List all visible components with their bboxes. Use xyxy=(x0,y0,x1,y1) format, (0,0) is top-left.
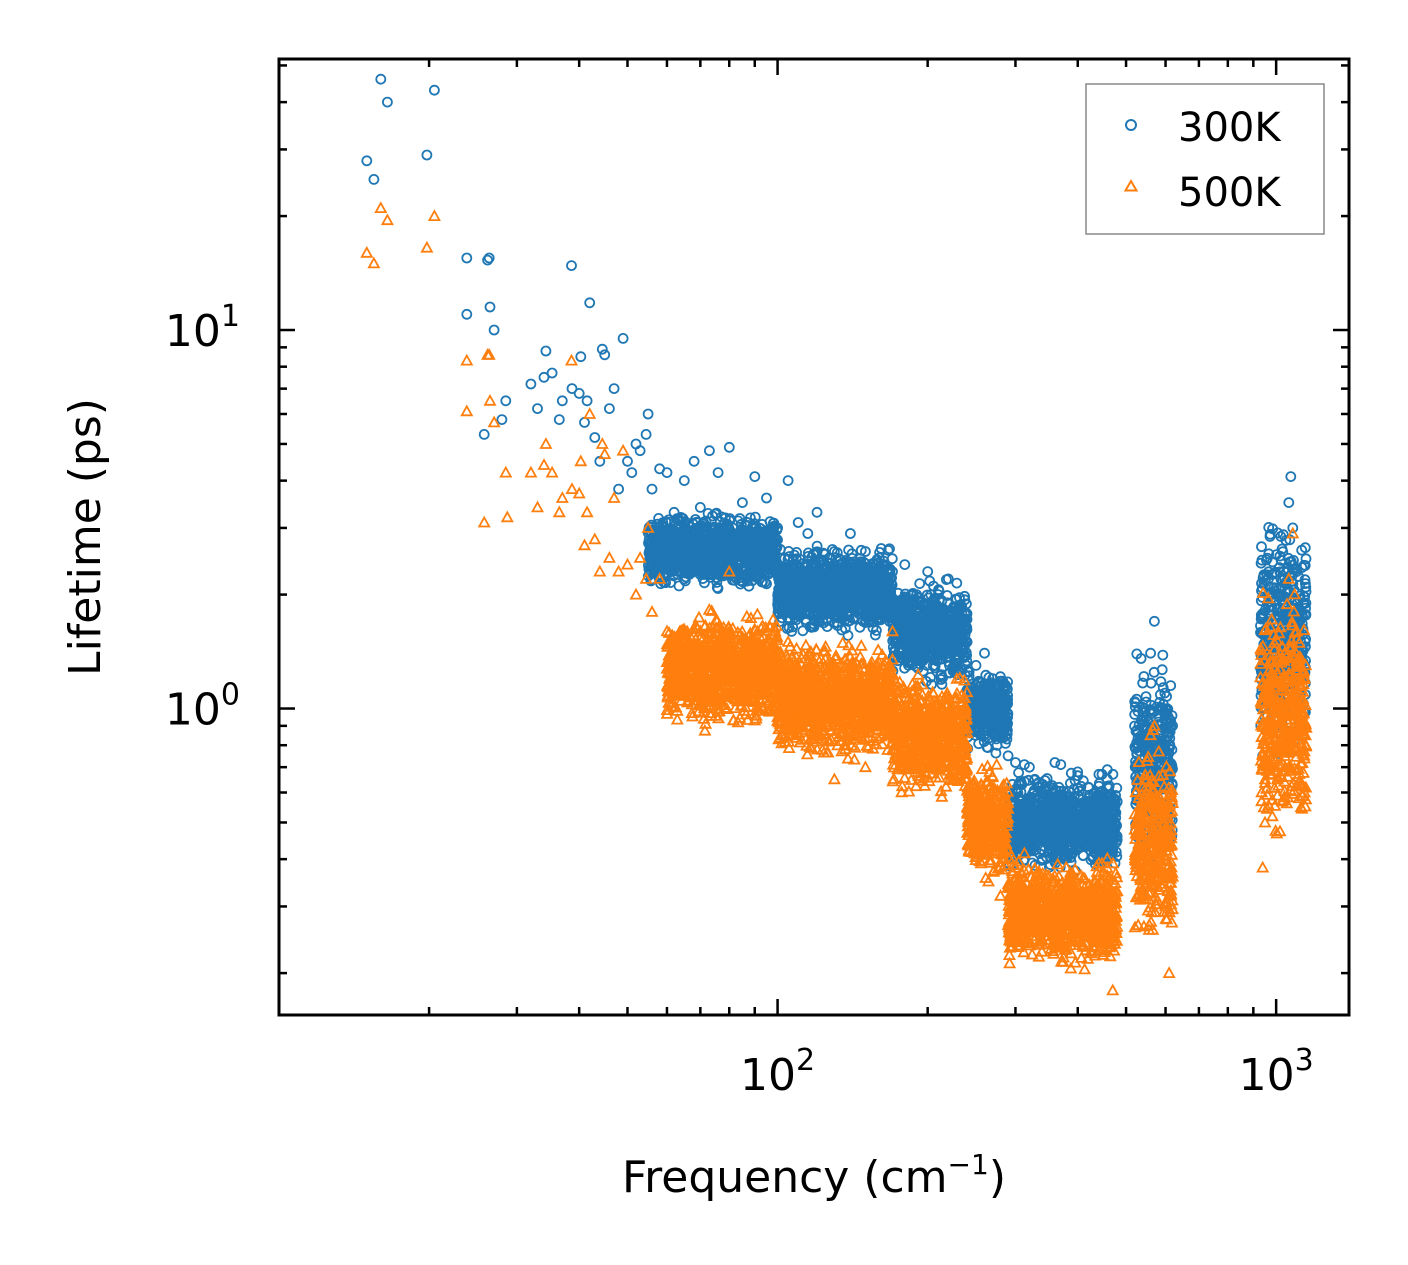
data-point-band xyxy=(720,512,731,524)
data-point-band xyxy=(724,553,736,565)
data-point-band xyxy=(766,549,777,560)
data-point xyxy=(361,155,373,167)
data-point-band xyxy=(674,532,686,544)
data-point-band xyxy=(718,568,730,580)
data-point xyxy=(461,252,473,264)
data-point-band xyxy=(711,507,722,519)
data-point-band xyxy=(649,530,660,542)
data-layer xyxy=(360,73,1313,996)
data-point-band xyxy=(707,562,719,574)
data-point-band xyxy=(668,570,679,582)
data-point-band xyxy=(735,575,746,587)
data-point-band xyxy=(1077,850,1089,861)
data-point-band xyxy=(870,629,881,641)
data-point-band xyxy=(710,508,721,520)
data-point-band xyxy=(645,546,657,558)
data-point-band xyxy=(761,533,773,545)
data-point xyxy=(484,301,496,313)
data-point xyxy=(500,395,512,407)
data-point-band xyxy=(753,555,765,567)
data-point-band xyxy=(665,577,676,588)
data-point-band xyxy=(700,554,711,566)
data-point-band xyxy=(720,520,732,532)
data-point-band xyxy=(664,559,676,570)
data-point-band xyxy=(742,520,753,531)
data-point-band xyxy=(677,529,688,541)
data-point xyxy=(532,403,543,415)
data-point-band xyxy=(713,522,725,533)
data-point-band xyxy=(756,519,768,530)
data-point-band xyxy=(695,544,707,555)
data-point-band xyxy=(693,561,705,572)
data-point xyxy=(461,308,473,320)
data-point-band xyxy=(914,578,926,589)
data-point-band xyxy=(685,554,696,566)
data-point xyxy=(375,73,387,85)
data-point xyxy=(421,149,433,161)
data-point-band xyxy=(740,557,751,569)
data-point-band xyxy=(712,583,724,594)
data-point xyxy=(368,173,380,185)
data-point-band xyxy=(749,511,761,523)
data-point-band xyxy=(714,539,726,550)
data-point xyxy=(478,428,490,440)
data-point-band xyxy=(683,569,695,580)
data-point-band xyxy=(684,543,696,554)
data-point-band xyxy=(1148,666,1160,678)
data-point-band xyxy=(659,541,671,552)
data-point xyxy=(488,324,500,336)
data-point-band xyxy=(710,551,722,563)
data-point xyxy=(381,96,393,108)
data-point xyxy=(428,84,440,96)
data-point-band xyxy=(724,560,736,572)
data-point-band xyxy=(1055,759,1067,770)
data-point-band xyxy=(748,568,759,579)
data-point-band xyxy=(763,563,774,574)
data-point xyxy=(496,414,508,426)
data-point-band xyxy=(740,546,752,558)
data-point-band xyxy=(750,553,762,565)
data-point-band xyxy=(757,576,768,588)
data-point-band xyxy=(651,552,662,564)
data-point-band xyxy=(951,577,963,589)
data-point-band xyxy=(696,536,707,547)
data-point-band xyxy=(746,529,758,541)
data-point-band xyxy=(1256,541,1267,553)
data-point-band xyxy=(691,523,703,534)
data-point-band xyxy=(730,529,742,541)
data-point xyxy=(525,378,537,390)
data-point-band xyxy=(733,538,745,550)
data-point-band xyxy=(694,568,706,580)
data-point-band xyxy=(973,738,985,750)
data-point-band xyxy=(707,568,719,579)
data-point-band xyxy=(1157,649,1169,661)
